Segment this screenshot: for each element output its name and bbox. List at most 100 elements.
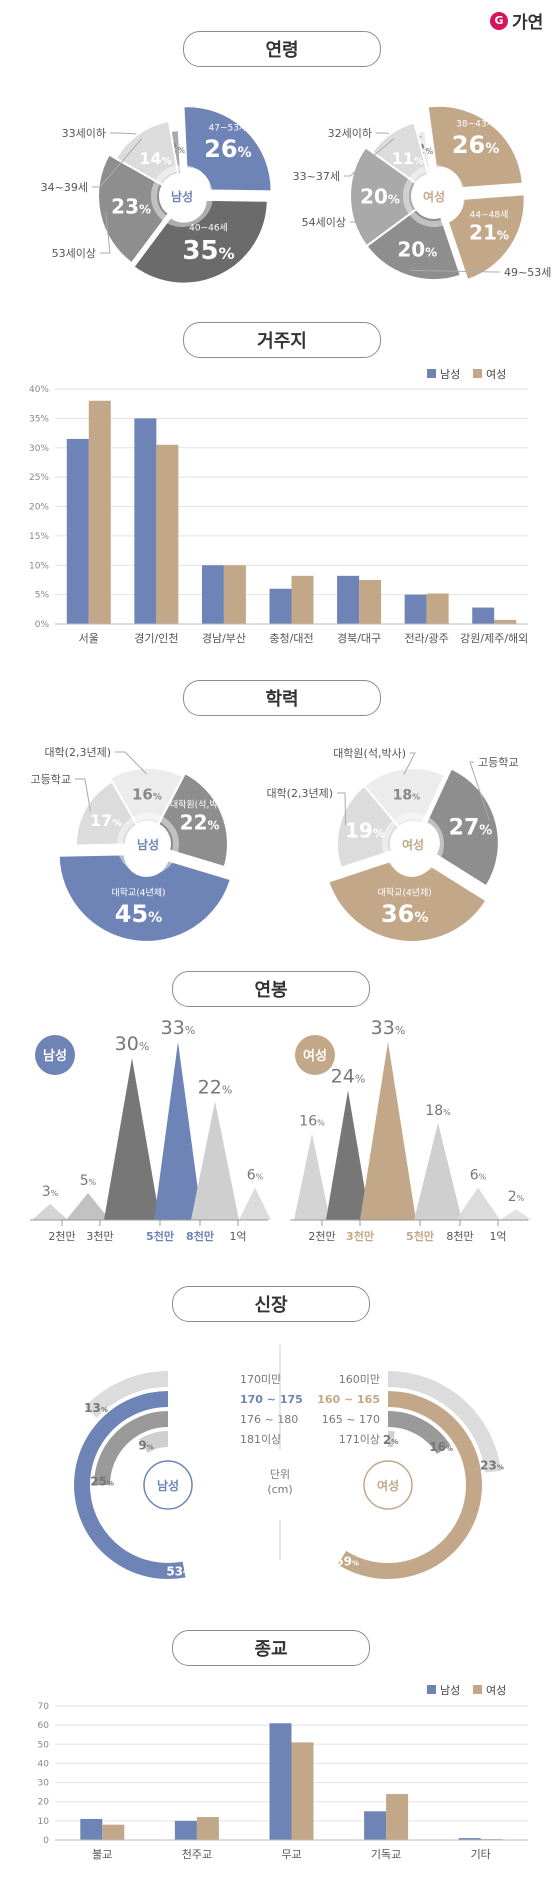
- edu_male-label-0: 대학(2,3년제): [44, 746, 111, 759]
- residence-bar-female-0: [88, 400, 111, 624]
- residence-ytick-2: 10%: [29, 561, 49, 571]
- age_male-value-3: 23%: [111, 195, 151, 219]
- edu_female-center-ring: [382, 813, 444, 875]
- residence-xtick-4: 경북/대구: [337, 632, 381, 645]
- religion-bar-male-3: [364, 1811, 387, 1840]
- age_female-value-1: 26%: [452, 131, 499, 159]
- residence-ytick-8: 40%: [29, 385, 49, 395]
- religion-xtick-3: 기독교: [371, 1848, 401, 1861]
- residence-legend-swatch-male: [427, 369, 436, 378]
- salary_female-xtick-0: 2천만: [308, 1229, 335, 1243]
- religion-bar-male-0: [80, 1818, 103, 1840]
- height_male-ring-0: [84, 1371, 169, 1419]
- edu_female-slice-1: [424, 767, 500, 888]
- age_male-label-4: 34~39세: [41, 181, 88, 194]
- height_male-center: [143, 1460, 193, 1510]
- residence-bar-female-2: [223, 565, 246, 624]
- salary_male-value-0: 3%: [42, 1184, 59, 1200]
- age_female-leader-4: [350, 196, 361, 223]
- salary_female-xtick-1: 3천만: [346, 1229, 374, 1243]
- religion-legend-male: 남성: [440, 1684, 460, 1697]
- edu_female-slice-2: [327, 859, 488, 943]
- age_female-center-label: 여성: [423, 189, 445, 204]
- section-title-salary: 연봉: [172, 971, 370, 1007]
- salary_male-xtick-0: 2천만: [48, 1229, 75, 1243]
- edu_male-center-ring: [117, 813, 179, 875]
- residence-ytick-0: 0%: [35, 620, 50, 630]
- salary_female-xtick-2: 5천만: [406, 1229, 434, 1243]
- height_female-value-0: 23%: [480, 1458, 504, 1472]
- age_female-label-3: 49~53세: [504, 266, 551, 279]
- section-title-height: 신장: [172, 1286, 370, 1322]
- residence-xtick-1: 경기/인천: [134, 631, 178, 645]
- age_male-inner-label-1: 47~53세: [208, 123, 247, 134]
- edu_male-value-1: 22%: [180, 810, 220, 834]
- salary_female-value-5: 2%: [508, 1189, 525, 1205]
- salary_female-value-2: 33%: [371, 1017, 406, 1039]
- section-title-education: 학력: [183, 680, 381, 716]
- religion-bar-female-1: [196, 1817, 219, 1840]
- height_male-value-0: 13%: [84, 1401, 108, 1415]
- edu_female-inner-label-2: 대학교(4년제): [378, 888, 432, 899]
- age_male-label-0: 33세이하: [62, 126, 106, 140]
- residence-bar-female-1: [156, 444, 179, 624]
- age_female-value-5: 11%: [392, 149, 424, 168]
- height_male-value-3: 9%: [138, 1439, 153, 1453]
- salary_female-value-0: 16%: [299, 1114, 325, 1130]
- religion-ytick-5: 50: [38, 1740, 50, 1750]
- salary_female-peak-3: [414, 1122, 462, 1220]
- height_female-ring-2: [387, 1411, 451, 1455]
- edu_female-value-1: 27%: [449, 816, 493, 841]
- edu_female-value-0: 18%: [393, 787, 421, 803]
- age_male-label-3: 53세이상: [52, 247, 96, 260]
- age_male-leader-4: [92, 138, 143, 188]
- age_female-value-3: 20%: [397, 237, 437, 261]
- age_female-label-4: 54세이상: [302, 216, 346, 229]
- height-unit-label-cm: (cm): [267, 1483, 292, 1496]
- salary_female-peak-0: [294, 1133, 330, 1220]
- residence-ytick-6: 30%: [29, 444, 49, 454]
- height_male-ring-3: [139, 1431, 169, 1454]
- salary_male-peak-0: [32, 1203, 68, 1220]
- residence-xtick-6: 강원/제주/해외: [460, 631, 528, 645]
- edu_female-label-3: 대학(2,3년제): [266, 787, 333, 800]
- age_male-inner-label-2: 40~46세: [189, 222, 228, 233]
- religion-bar-male-1: [174, 1820, 197, 1840]
- residence-ytick-3: 15%: [29, 532, 49, 542]
- height_male-category-2: 176 ~ 180: [240, 1413, 298, 1426]
- religion-ytick-4: 40: [38, 1759, 50, 1769]
- salary_male-value-3: 33%: [161, 1017, 196, 1039]
- salary_female-value-4: 6%: [470, 1168, 487, 1184]
- edu_female-leader-3: [337, 792, 347, 825]
- salary_male-badge: [35, 1035, 75, 1075]
- religion-bar-male-4: [458, 1838, 481, 1840]
- residence-bar-female-5: [426, 593, 449, 624]
- brand-logo: G 가연: [490, 8, 543, 33]
- height_male-ring-1: [74, 1391, 186, 1579]
- age_male-center-label: 남성: [171, 189, 193, 204]
- edu_male-value-2: 45%: [115, 900, 162, 928]
- residence-legend-female: 여성: [486, 368, 506, 381]
- edu_male-value-0: 16%: [132, 785, 162, 803]
- edu_male-leader-0: [115, 751, 147, 775]
- edu_female-center: [391, 822, 435, 866]
- edu_male-center-label: 남성: [137, 837, 159, 852]
- age_female-slice-1: [426, 104, 524, 190]
- height_female-center-label: 여성: [377, 1478, 399, 1493]
- height_female-ring-1: [337, 1391, 482, 1579]
- height_female-category-1: 160 ~ 165: [317, 1393, 380, 1406]
- age_male-value-1: 26%: [204, 135, 251, 163]
- salary_female-peak-1: [326, 1090, 370, 1220]
- height_female-ring-0: [387, 1371, 502, 1473]
- salary_male-value-1: 5%: [80, 1173, 97, 1189]
- salary_male-xtick-2: 5천만: [146, 1229, 174, 1243]
- age_male-center: [160, 174, 204, 218]
- section-title-residence: 거주지: [183, 322, 381, 358]
- edu_male-label-3: 고등학교: [31, 773, 71, 786]
- height_female-category-3: 171이상: [339, 1433, 380, 1446]
- height_male-category-0: 170미만: [240, 1373, 281, 1386]
- height_female-value-2: 16%: [429, 1440, 453, 1454]
- salary_male-xtick-3: 8천만: [186, 1229, 214, 1243]
- salary_male-peak-1: [66, 1193, 110, 1220]
